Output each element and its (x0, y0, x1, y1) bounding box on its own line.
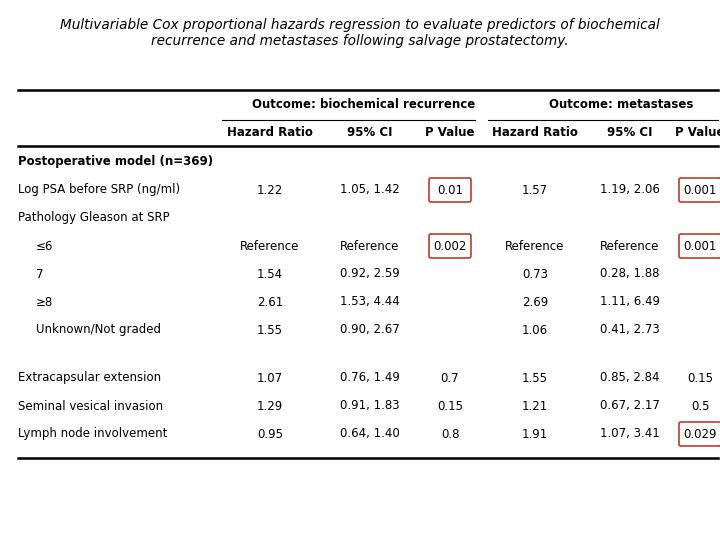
Text: Outcome: biochemical recurrence: Outcome: biochemical recurrence (252, 98, 475, 111)
Text: Pathology Gleason at SRP: Pathology Gleason at SRP (18, 212, 170, 225)
Text: 2.61: 2.61 (257, 295, 283, 308)
Text: 0.91, 1.83: 0.91, 1.83 (340, 400, 400, 413)
Text: ≥8: ≥8 (36, 295, 53, 308)
Text: 95% CI: 95% CI (347, 126, 392, 139)
Text: 1.29: 1.29 (257, 400, 283, 413)
Text: 95% CI: 95% CI (607, 126, 653, 139)
Text: 0.95: 0.95 (257, 428, 283, 441)
Text: 1.53, 4.44: 1.53, 4.44 (340, 295, 400, 308)
Text: 1.22: 1.22 (257, 184, 283, 197)
Text: Multivariable Cox proportional hazards regression to evaluate predictors of bioc: Multivariable Cox proportional hazards r… (60, 18, 660, 32)
Text: 0.01: 0.01 (437, 184, 463, 197)
Text: Lymph node involvement: Lymph node involvement (18, 428, 167, 441)
Text: 0.41, 2.73: 0.41, 2.73 (600, 323, 660, 336)
Text: 1.05, 1.42: 1.05, 1.42 (340, 184, 400, 197)
Text: Reference: Reference (341, 240, 400, 253)
Text: 0.64, 1.40: 0.64, 1.40 (340, 428, 400, 441)
Text: 0.92, 2.59: 0.92, 2.59 (340, 267, 400, 280)
Text: 0.73: 0.73 (522, 267, 548, 280)
Text: Postoperative model (n=369): Postoperative model (n=369) (18, 156, 213, 168)
Text: 0.002: 0.002 (433, 240, 467, 253)
Text: 0.76, 1.49: 0.76, 1.49 (340, 372, 400, 384)
Text: 0.7: 0.7 (441, 372, 459, 384)
Text: Log PSA before SRP (ng/ml): Log PSA before SRP (ng/ml) (18, 184, 180, 197)
Text: 1.91: 1.91 (522, 428, 548, 441)
Text: Extracapsular extension: Extracapsular extension (18, 372, 161, 384)
Text: ≤6: ≤6 (36, 240, 53, 253)
Text: recurrence and metastases following salvage prostatectomy.: recurrence and metastases following salv… (151, 34, 569, 48)
Text: 1.07: 1.07 (257, 372, 283, 384)
Text: 0.001: 0.001 (683, 184, 716, 197)
Text: 1.21: 1.21 (522, 400, 548, 413)
Text: Outcome: metastases: Outcome: metastases (549, 98, 694, 111)
Text: 0.28, 1.88: 0.28, 1.88 (600, 267, 660, 280)
Text: Reference: Reference (505, 240, 564, 253)
Text: 1.55: 1.55 (522, 372, 548, 384)
Text: P Value: P Value (426, 126, 474, 139)
Text: 1.07, 3.41: 1.07, 3.41 (600, 428, 660, 441)
Text: Reference: Reference (600, 240, 660, 253)
Text: 1.57: 1.57 (522, 184, 548, 197)
Text: 1.06: 1.06 (522, 323, 548, 336)
Text: P Value: P Value (675, 126, 720, 139)
Text: 0.90, 2.67: 0.90, 2.67 (340, 323, 400, 336)
Text: 2.69: 2.69 (522, 295, 548, 308)
Text: 0.8: 0.8 (441, 428, 459, 441)
Text: 1.11, 6.49: 1.11, 6.49 (600, 295, 660, 308)
Text: 0.5: 0.5 (690, 400, 709, 413)
Text: Unknown/Not graded: Unknown/Not graded (36, 323, 161, 336)
Text: Seminal vesical invasion: Seminal vesical invasion (18, 400, 163, 413)
Text: 0.67, 2.17: 0.67, 2.17 (600, 400, 660, 413)
Text: Reference: Reference (240, 240, 300, 253)
Text: 1.19, 2.06: 1.19, 2.06 (600, 184, 660, 197)
Text: 0.029: 0.029 (683, 428, 716, 441)
Text: Hazard Ratio: Hazard Ratio (492, 126, 578, 139)
Text: 7: 7 (36, 267, 43, 280)
Text: 0.85, 2.84: 0.85, 2.84 (600, 372, 660, 384)
Text: Hazard Ratio: Hazard Ratio (227, 126, 313, 139)
Text: 0.001: 0.001 (683, 240, 716, 253)
Text: 1.54: 1.54 (257, 267, 283, 280)
Text: 0.15: 0.15 (687, 372, 713, 384)
Text: 0.15: 0.15 (437, 400, 463, 413)
Text: 1.55: 1.55 (257, 323, 283, 336)
